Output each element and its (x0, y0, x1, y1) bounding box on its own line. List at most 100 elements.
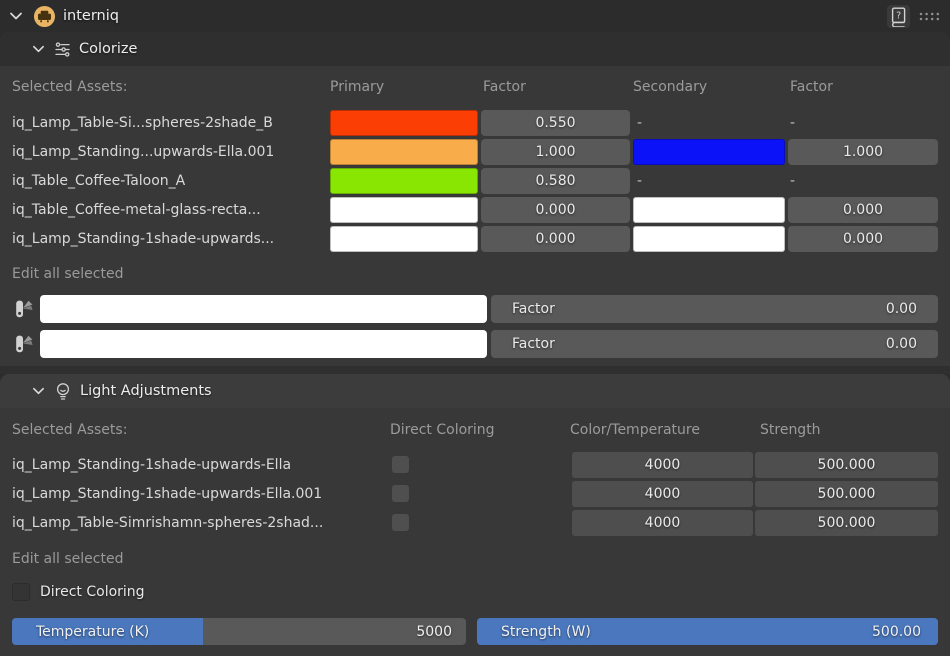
secondary-factor-empty: - (790, 114, 796, 131)
colorize-asset-row: iq_Table_Coffee-metal-glass-recta... 0.0… (12, 195, 938, 224)
secondary-empty: - (637, 172, 643, 189)
light-asset-row: iq_Lamp_Standing-1shade-upwards-Ella 400… (12, 450, 938, 479)
asset-name: iq_Lamp_Standing-1shade-upwards-Ella (12, 456, 292, 473)
asset-name: iq_Lamp_Standing-1shade-upwards... (12, 230, 275, 247)
asset-name: iq_Table_Coffee-Taloon_A (12, 172, 186, 189)
secondary-factor-field[interactable]: 0.000 (788, 225, 938, 252)
direct-coloring-checkbox[interactable] (392, 485, 409, 502)
factor-slider-value: 0.00 (885, 301, 917, 317)
column-strength: Strength (760, 422, 821, 438)
primary-factor-field[interactable]: 1.000 (481, 138, 630, 165)
strength-field[interactable]: 500.000 (755, 451, 938, 478)
column-factor: Factor (790, 79, 833, 95)
column-selected-assets: Selected Assets: (12, 422, 128, 438)
column-secondary: Secondary (633, 79, 708, 95)
chevron-down-icon[interactable] (8, 8, 24, 24)
strength-slider[interactable]: Strength (W) 500.00 (477, 618, 938, 645)
column-color-temperature: Color/Temperature (570, 422, 700, 438)
light-edit-sliders: Temperature (K) 5000 Strength (W) 500.00 (12, 618, 938, 645)
grip-dots-icon[interactable] (919, 12, 940, 21)
svg-text:?: ? (896, 10, 901, 21)
colorize-asset-row: iq_Lamp_Standing...upwards-Ella.001 1.00… (12, 137, 938, 166)
strength-slider-label: Strength (W) (501, 623, 591, 640)
primary-factor-field[interactable]: 0.550 (481, 109, 630, 136)
colorize-asset-row: iq_Lamp_Standing-1shade-upwards... 0.000… (12, 224, 938, 253)
light-asset-list: iq_Lamp_Standing-1shade-upwards-Ella 400… (12, 450, 938, 537)
color-temperature-field[interactable]: 4000 (572, 480, 753, 507)
light-column-headers: Selected Assets: Direct Coloring Color/T… (12, 408, 938, 445)
primary-color-swatch[interactable] (330, 196, 478, 223)
column-direct-coloring: Direct Coloring (390, 422, 495, 438)
colorize-edit-row: Factor 0.00 (12, 295, 938, 323)
secondary-factor-empty: - (790, 172, 796, 189)
panel-divider (0, 366, 950, 374)
help-book-icon[interactable]: ? (887, 4, 910, 28)
temperature-slider[interactable]: Temperature (K) 5000 (12, 618, 466, 645)
colorize-asset-row: iq_Table_Coffee-Taloon_A 0.580 - - (12, 166, 938, 195)
light-asset-row: iq_Lamp_Table-Simrishamn-spheres-2shad..… (12, 508, 938, 537)
addon-title: interniq (63, 8, 119, 24)
direct-coloring-checkbox[interactable] (392, 514, 409, 531)
edit-secondary-factor-slider[interactable]: Factor 0.00 (491, 330, 938, 358)
asset-name: iq_Table_Coffee-metal-glass-recta... (12, 201, 261, 218)
sliders-settings-icon (54, 41, 71, 58)
factor-slider-value: 0.00 (885, 336, 917, 352)
colorize-edit-row: Factor 0.00 (12, 330, 938, 358)
direct-coloring-checkbox[interactable] (392, 456, 409, 473)
light-bulb-icon (54, 382, 72, 401)
colorize-column-headers: Selected Assets: Primary Factor Secondar… (12, 66, 938, 102)
color-swatch-fan-icon[interactable] (12, 333, 40, 355)
colorize-asset-row: iq_Lamp_Table-Si...spheres-2shade_B 0.55… (12, 108, 938, 137)
strength-slider-value: 500.00 (872, 623, 921, 640)
column-selected-assets: Selected Assets: (12, 79, 128, 95)
secondary-factor-field[interactable]: 0.000 (788, 196, 938, 223)
color-temperature-field[interactable]: 4000 (572, 509, 753, 536)
edit-all-selected-label: Edit all selected (12, 551, 124, 567)
colorize-panel-title: Colorize (79, 41, 138, 57)
primary-color-swatch[interactable] (330, 225, 478, 252)
secondary-factor-field[interactable]: 1.000 (788, 138, 938, 165)
factor-slider-label: Factor (512, 301, 555, 317)
light-adjustments-panel-body: Selected Assets: Direct Coloring Color/T… (0, 408, 950, 656)
secondary-color-swatch[interactable] (633, 225, 785, 252)
secondary-empty: - (637, 114, 643, 131)
temperature-slider-value: 5000 (416, 623, 452, 640)
colorize-panel-body: Selected Assets: Primary Factor Secondar… (0, 66, 950, 366)
edit-primary-color-field[interactable] (40, 295, 487, 323)
light-adjustments-panel-header[interactable]: Light Adjustments (0, 374, 950, 408)
edit-all-selected-label: Edit all selected (12, 266, 124, 282)
direct-coloring-label: Direct Coloring (40, 584, 145, 600)
strength-field[interactable]: 500.000 (755, 480, 938, 507)
color-temperature-field[interactable]: 4000 (572, 451, 753, 478)
color-swatch-fan-icon[interactable] (12, 298, 40, 320)
column-primary: Primary (330, 79, 385, 95)
asset-name: iq_Lamp_Standing...upwards-Ella.001 (12, 143, 275, 160)
temperature-slider-fill (12, 618, 203, 645)
primary-factor-field[interactable]: 0.000 (481, 196, 630, 223)
strength-slider-fill (477, 618, 938, 645)
column-factor: Factor (483, 79, 526, 95)
asset-name: iq_Lamp_Table-Si...spheres-2shade_B (12, 114, 273, 131)
secondary-color-swatch[interactable] (633, 196, 785, 223)
colorize-asset-list: iq_Lamp_Table-Si...spheres-2shade_B 0.55… (12, 108, 938, 253)
direct-coloring-row: Direct Coloring (12, 582, 938, 602)
edit-primary-factor-slider[interactable]: Factor 0.00 (491, 295, 938, 323)
direct-coloring-checkbox[interactable] (12, 583, 30, 601)
light-asset-row: iq_Lamp_Standing-1shade-upwards-Ella.001… (12, 479, 938, 508)
temperature-slider-label: Temperature (K) (36, 623, 150, 640)
chevron-down-icon[interactable] (30, 383, 46, 399)
primary-color-swatch[interactable] (330, 109, 478, 136)
light-adjustments-panel-title: Light Adjustments (80, 383, 212, 399)
primary-factor-field[interactable]: 0.000 (481, 225, 630, 252)
interniq-armchair-icon (33, 5, 56, 28)
secondary-color-swatch[interactable] (633, 138, 785, 165)
primary-color-swatch[interactable] (330, 138, 478, 165)
colorize-panel-header[interactable]: Colorize (0, 32, 950, 66)
addon-header: interniq ? (0, 0, 950, 32)
primary-factor-field[interactable]: 0.580 (481, 167, 630, 194)
factor-slider-label: Factor (512, 336, 555, 352)
edit-secondary-color-field[interactable] (40, 330, 487, 358)
chevron-down-icon[interactable] (30, 41, 46, 57)
strength-field[interactable]: 500.000 (755, 509, 938, 536)
primary-color-swatch[interactable] (330, 167, 478, 194)
